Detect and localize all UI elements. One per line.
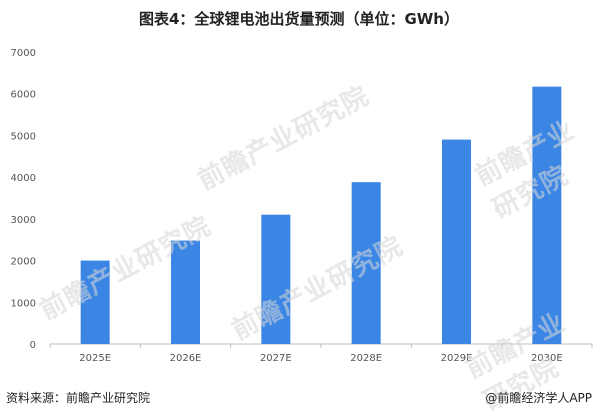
- x-tick-label: 2030E: [531, 353, 563, 364]
- bar-2030E: [532, 86, 562, 344]
- x-tick-label: 2028E: [350, 353, 382, 364]
- chart-title: 图表4：全球锂电池出货量预测（单位：GWh）: [139, 10, 459, 28]
- x-tick-label: 2027E: [260, 353, 292, 364]
- y-tick-label: 7000: [11, 48, 36, 59]
- bar-2028E: [351, 182, 381, 344]
- y-tick-label: 2000: [11, 257, 36, 268]
- x-tick-label: 2029E: [441, 353, 473, 364]
- x-tick-label: 2026E: [170, 353, 202, 364]
- brand-credit: @前瞻经济学人APP: [485, 391, 592, 405]
- y-tick-label: 3000: [11, 215, 36, 226]
- source-note: 资料来源：前瞻产业研究院: [6, 391, 151, 405]
- bar-2029E: [442, 139, 471, 344]
- y-tick-label: 1000: [11, 298, 36, 309]
- y-tick-label: 6000: [11, 90, 36, 101]
- y-tick-label: 4000: [11, 173, 36, 184]
- y-tick-label: 0: [30, 340, 36, 351]
- x-tick-label: 2025E: [79, 353, 111, 364]
- bar-2026E: [171, 240, 200, 344]
- y-tick-label: 5000: [11, 131, 36, 142]
- bar-2027E: [261, 214, 291, 344]
- bar-2025E: [80, 260, 110, 344]
